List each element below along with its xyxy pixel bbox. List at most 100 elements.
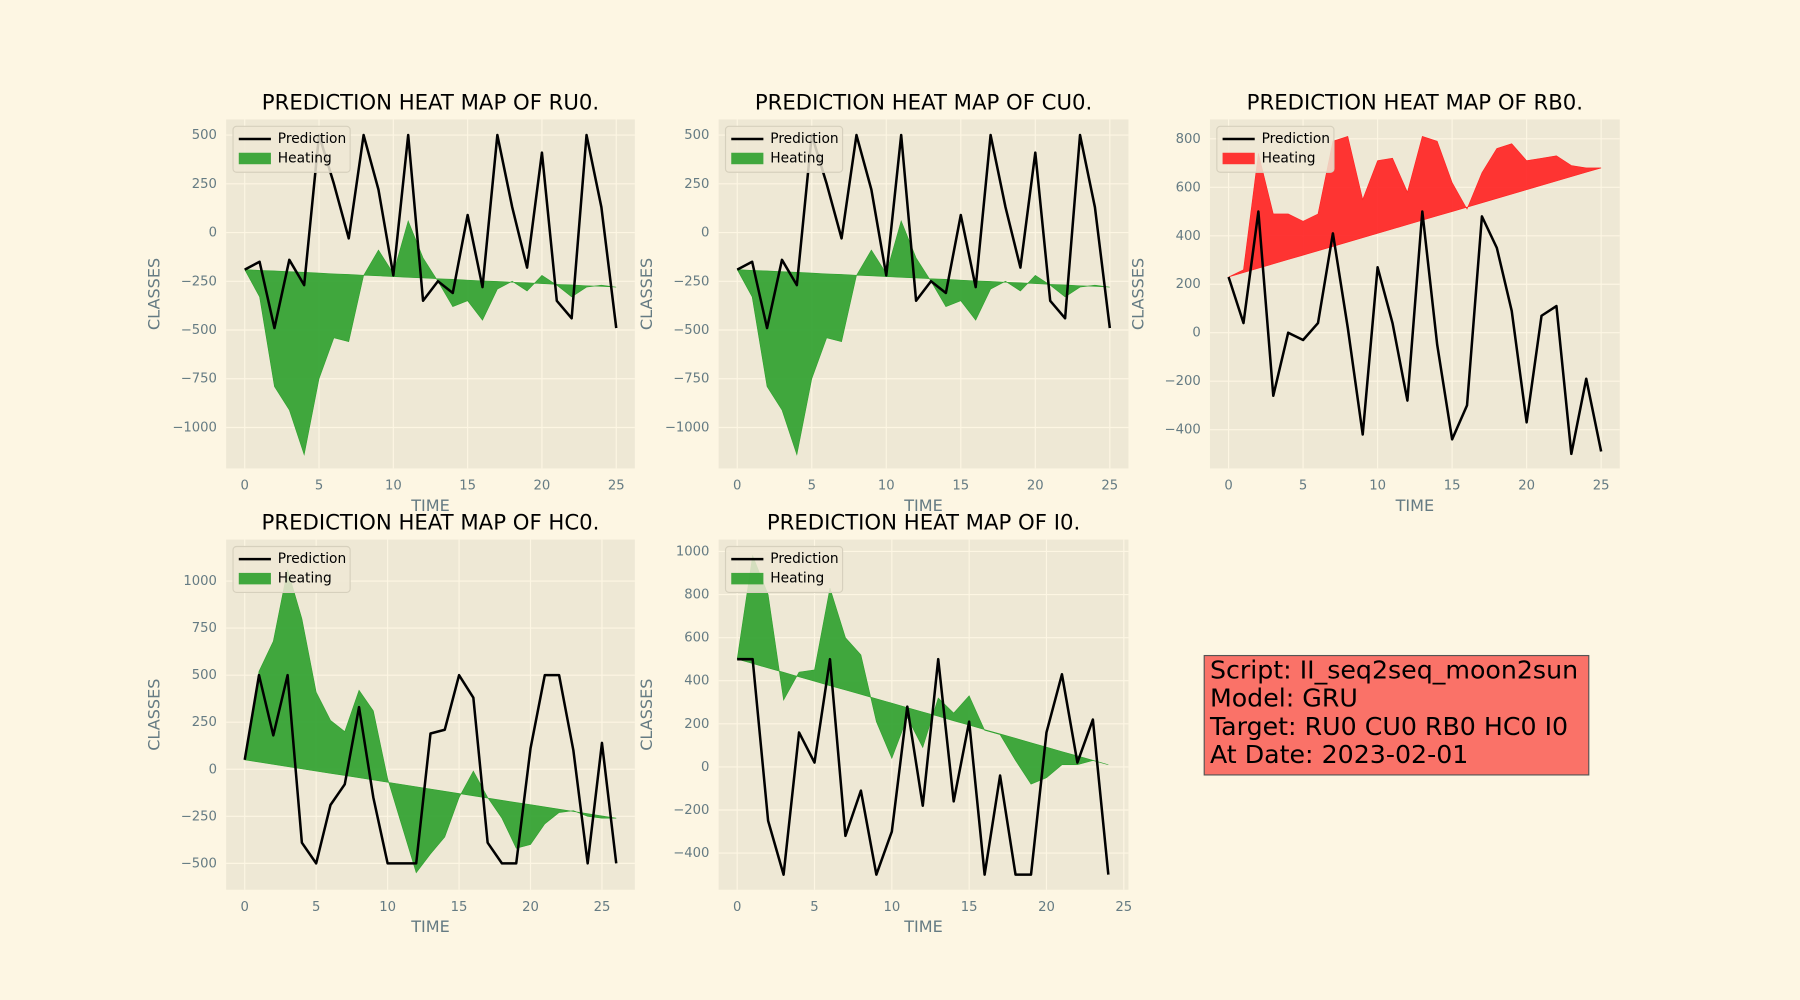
y-tick-label: −400 bbox=[1165, 423, 1201, 438]
legend-label: Heating bbox=[770, 571, 824, 587]
x-tick-label: 25 bbox=[1101, 479, 1118, 494]
heating-area bbox=[736, 219, 1110, 456]
y-tick-label: −250 bbox=[181, 274, 217, 289]
legend-swatch bbox=[238, 152, 271, 165]
legend-label: Prediction bbox=[278, 551, 346, 567]
y-tick-label: 600 bbox=[1176, 180, 1201, 195]
x-axis-label: TIME bbox=[410, 496, 450, 515]
subplot: −1000 −750 −500 −250 0 250 500 0 5 10 15 20 25 PREDIC… bbox=[637, 90, 1129, 515]
legend-label: Prediction bbox=[1262, 131, 1330, 147]
y-tick-label: −500 bbox=[181, 856, 217, 871]
y-tick-label: 250 bbox=[192, 715, 217, 730]
y-tick-label: 800 bbox=[1176, 132, 1201, 147]
chart-title: PREDICTION HEAT MAP OF CU0. bbox=[755, 90, 1092, 115]
legend-label: Prediction bbox=[770, 131, 838, 147]
legend: Prediction Heating bbox=[724, 125, 844, 173]
y-tick-label: 400 bbox=[1176, 229, 1201, 244]
y-axis-label: CLASSES bbox=[637, 679, 656, 751]
prediction-line bbox=[244, 133, 618, 330]
info-line: At Date: 2023-02-01 bbox=[1210, 740, 1468, 769]
x-axis-label: TIME bbox=[410, 917, 450, 936]
x-tick-label: 15 bbox=[952, 479, 969, 494]
legend-label: Heating bbox=[1262, 150, 1316, 166]
y-axis-label: CLASSES bbox=[144, 679, 163, 751]
legend-label: Heating bbox=[278, 150, 332, 166]
legend: Prediction Heating bbox=[724, 545, 844, 593]
x-tick-label: 5 bbox=[312, 900, 320, 915]
legend-swatch bbox=[731, 152, 764, 165]
prediction-line bbox=[243, 673, 618, 865]
y-tick-label: −250 bbox=[181, 809, 217, 824]
x-tick-label: 15 bbox=[1444, 479, 1461, 494]
y-tick-label: −750 bbox=[673, 372, 709, 387]
y-axis-label: CLASSES bbox=[144, 258, 163, 330]
x-tick-label: 10 bbox=[385, 479, 402, 494]
subplot: −500 −250 0 250 500 750 1000 0 5 10 15 20 25 PREDICTI… bbox=[144, 511, 635, 936]
y-tick-label: 250 bbox=[192, 177, 217, 192]
x-tick-label: 20 bbox=[1518, 479, 1535, 494]
x-tick-label: 5 bbox=[810, 900, 818, 915]
y-tick-label: 1000 bbox=[676, 544, 710, 559]
prediction-line bbox=[737, 657, 1110, 876]
x-tick-label: 15 bbox=[961, 900, 978, 915]
x-axis-label: TIME bbox=[1395, 496, 1435, 515]
y-tick-label: 600 bbox=[684, 631, 709, 646]
info-line: Script: II_seq2seq_moon2sun bbox=[1210, 656, 1578, 685]
y-axis-label: CLASSES bbox=[637, 258, 656, 330]
heating-area bbox=[244, 219, 617, 456]
chart-title: PREDICTION HEAT MAP OF I0. bbox=[767, 511, 1080, 536]
x-tick-label: 20 bbox=[534, 479, 551, 494]
x-tick-label: 15 bbox=[451, 900, 468, 915]
x-tick-label: 5 bbox=[808, 479, 816, 494]
y-tick-label: −200 bbox=[1165, 374, 1201, 389]
x-tick-label: 20 bbox=[522, 900, 539, 915]
subplot: −1000 −750 −500 −250 0 250 500 0 5 10 15 20 25 PREDIC… bbox=[144, 90, 635, 515]
x-tick-label: 5 bbox=[1299, 479, 1307, 494]
subplot: −400 −200 0 200 400 600 800 0 5 10 15 20 25 PREDICTIO… bbox=[1128, 90, 1620, 515]
legend: Prediction Heating bbox=[232, 545, 351, 593]
x-tick-label: 20 bbox=[1038, 900, 1055, 915]
x-tick-label: 0 bbox=[1224, 479, 1232, 494]
y-tick-label: 0 bbox=[209, 762, 217, 777]
x-tick-label: 10 bbox=[1369, 479, 1386, 494]
y-tick-label: 500 bbox=[192, 128, 217, 143]
legend-swatch bbox=[731, 572, 764, 585]
y-tick-label: 200 bbox=[684, 717, 709, 732]
y-tick-label: 500 bbox=[192, 668, 217, 683]
info-line: Target: RU0 CU0 RB0 HC0 I0 bbox=[1209, 712, 1568, 741]
y-tick-label: 500 bbox=[684, 128, 709, 143]
x-tick-label: 20 bbox=[1027, 479, 1044, 494]
y-tick-label: 0 bbox=[701, 760, 709, 775]
x-axis-label: TIME bbox=[903, 917, 943, 936]
y-axis-label: CLASSES bbox=[1128, 258, 1147, 330]
legend-label: Heating bbox=[278, 571, 332, 587]
x-tick-label: 25 bbox=[1115, 900, 1132, 915]
y-tick-label: −200 bbox=[673, 803, 709, 818]
y-tick-label: −400 bbox=[673, 846, 709, 861]
x-tick-label: 10 bbox=[379, 900, 396, 915]
y-tick-label: 750 bbox=[192, 621, 217, 636]
y-tick-label: −750 bbox=[181, 372, 217, 387]
y-tick-label: −500 bbox=[673, 323, 709, 338]
x-tick-label: 15 bbox=[459, 479, 476, 494]
legend: Prediction Heating bbox=[232, 125, 351, 173]
y-tick-label: 400 bbox=[684, 674, 709, 689]
y-tick-label: −250 bbox=[673, 274, 709, 289]
y-tick-label: 250 bbox=[684, 177, 709, 192]
prediction-line bbox=[736, 133, 1112, 330]
x-tick-label: 25 bbox=[594, 900, 611, 915]
subplot: −400 −200 0 200 400 600 800 1000 0 5 10 15 20 25 PREDI… bbox=[637, 511, 1132, 937]
x-tick-label: 10 bbox=[878, 479, 895, 494]
x-tick-label: 25 bbox=[608, 479, 625, 494]
y-tick-label: −500 bbox=[181, 323, 217, 338]
info-line: Model: GRU bbox=[1210, 684, 1358, 713]
x-tick-label: 0 bbox=[241, 479, 249, 494]
x-tick-label: 25 bbox=[1593, 479, 1610, 494]
chart-title: PREDICTION HEAT MAP OF RU0. bbox=[262, 90, 599, 115]
prediction-line bbox=[1227, 210, 1603, 456]
legend-label: Prediction bbox=[278, 131, 346, 147]
x-tick-label: 0 bbox=[733, 900, 741, 915]
chart-title: PREDICTION HEAT MAP OF RB0. bbox=[1247, 90, 1583, 115]
